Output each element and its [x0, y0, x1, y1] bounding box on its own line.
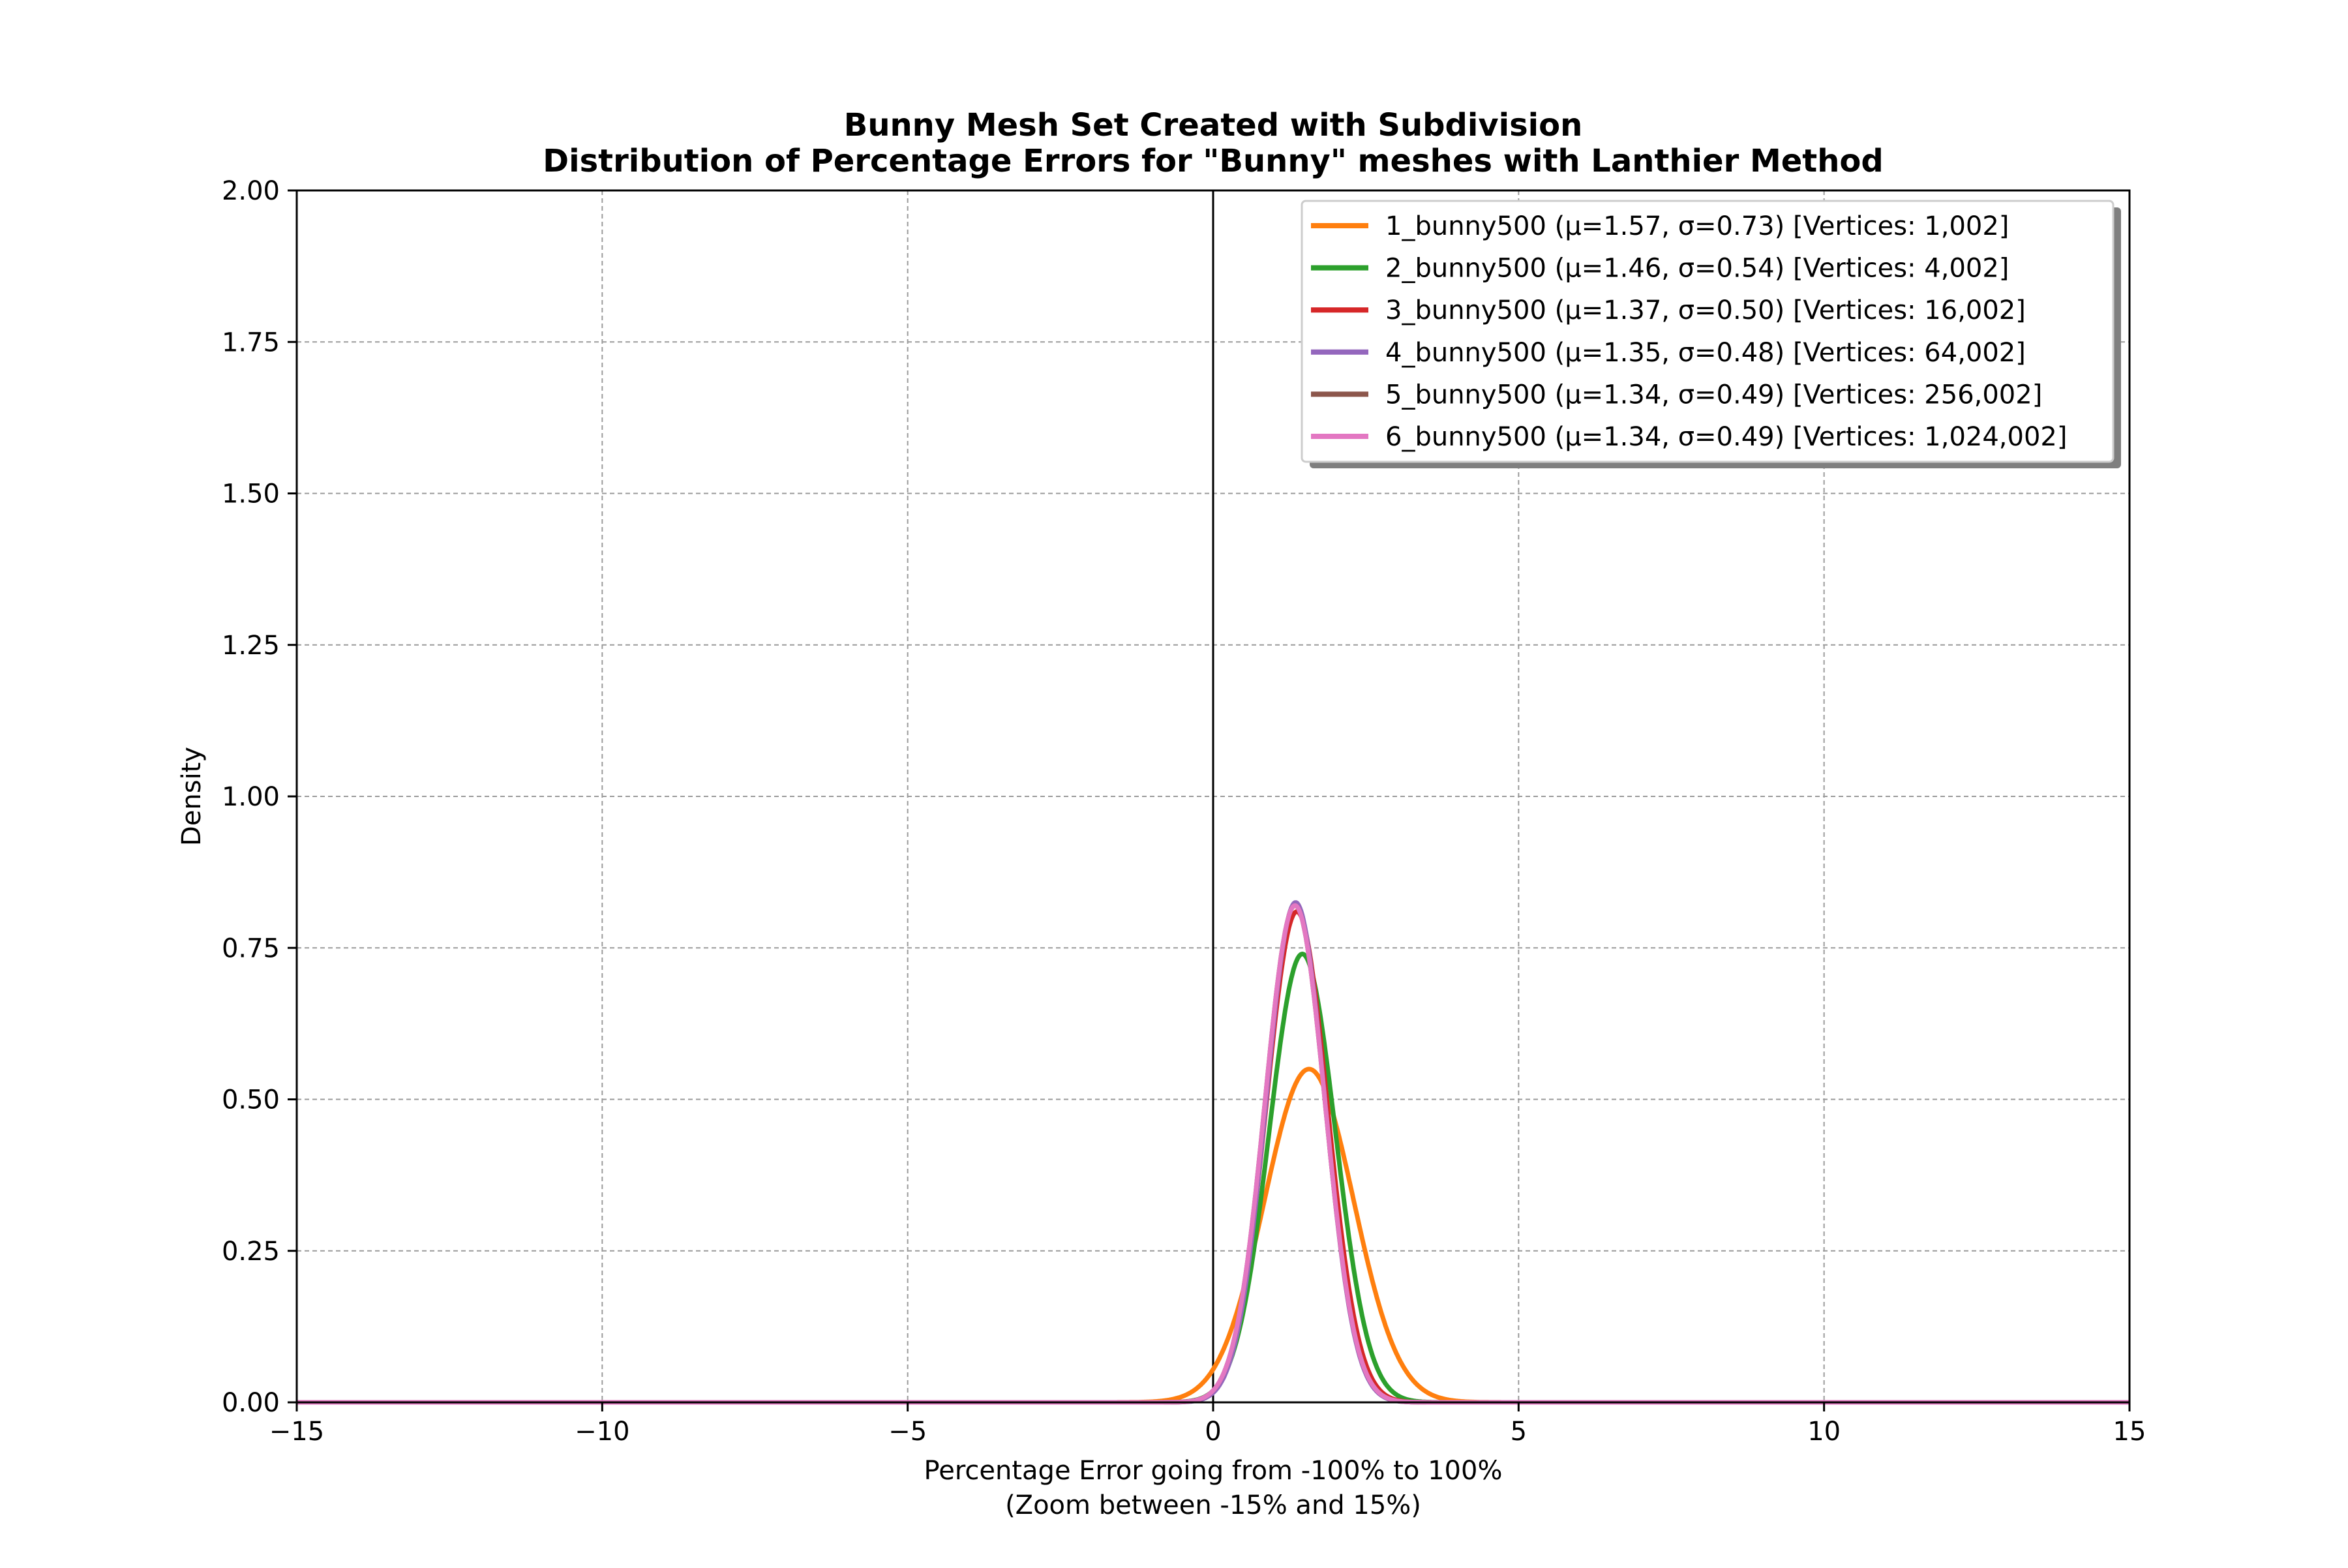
- x-tick-label-0: −15: [269, 1417, 324, 1447]
- legend: 1_bunny500 (μ=1.57, σ=0.73) [Vertices: 1…: [1301, 200, 2121, 468]
- y-tick-label-6: 1.50: [222, 479, 280, 509]
- y-axis: 0.00 0.25 0.50 0.75 1.00 1.25 1.50 1.75 2.00: [222, 176, 297, 1418]
- legend-items: 1_bunny500 (μ=1.57, σ=0.73) [Vertices: 1…: [1311, 211, 2067, 452]
- x-tick-label-2: −5: [888, 1417, 927, 1447]
- x-axis-sublabel: (Zoom between -15% and 15%): [1005, 1490, 1421, 1520]
- x-tick-label-5: 10: [1807, 1417, 1841, 1447]
- y-tick-label-2: 0.50: [222, 1085, 280, 1115]
- y-tick-label-5: 1.25: [222, 631, 280, 661]
- x-axis-label: Percentage Error going from -100% to 100…: [924, 1456, 1503, 1486]
- chart-subtitle: Distribution of Percentage Errors for "B…: [543, 143, 1883, 179]
- x-tick-label-1: −10: [575, 1417, 629, 1447]
- legend-label-2: 2_bunny500 (μ=1.46, σ=0.54) [Vertices: 4…: [1385, 254, 2009, 284]
- legend-label-4: 4_bunny500 (μ=1.35, σ=0.48) [Vertices: 6…: [1385, 338, 2026, 368]
- y-tick-label-8: 2.00: [222, 176, 280, 206]
- x-tick-label-4: 5: [1511, 1417, 1527, 1447]
- x-tick-label-6: 15: [2113, 1417, 2146, 1447]
- y-tick-label-4: 1.00: [222, 782, 280, 812]
- legend-box: [1301, 200, 2115, 463]
- y-tick-label-0: 0.00: [222, 1388, 280, 1418]
- x-axis: −15 −10 −5 0 5 10 15: [269, 1402, 2146, 1447]
- y-tick-label-7: 1.75: [222, 327, 280, 357]
- legend-label-3: 3_bunny500 (μ=1.37, σ=0.50) [Vertices: 1…: [1385, 295, 2026, 325]
- legend-label-5: 5_bunny500 (μ=1.34, σ=0.49) [Vertices: 2…: [1385, 380, 2042, 410]
- y-tick-label-1: 0.25: [222, 1237, 280, 1267]
- y-tick-label-3: 0.75: [222, 933, 280, 963]
- chart-title: Bunny Mesh Set Created with Subdivision: [844, 107, 1583, 143]
- legend-label-6: 6_bunny500 (μ=1.34, σ=0.49) [Vertices: 1…: [1385, 422, 2067, 452]
- x-tick-label-3: 0: [1205, 1417, 1221, 1447]
- y-axis-label: Density: [177, 747, 207, 846]
- legend-label-1: 1_bunny500 (μ=1.57, σ=0.73) [Vertices: 1…: [1385, 211, 2009, 241]
